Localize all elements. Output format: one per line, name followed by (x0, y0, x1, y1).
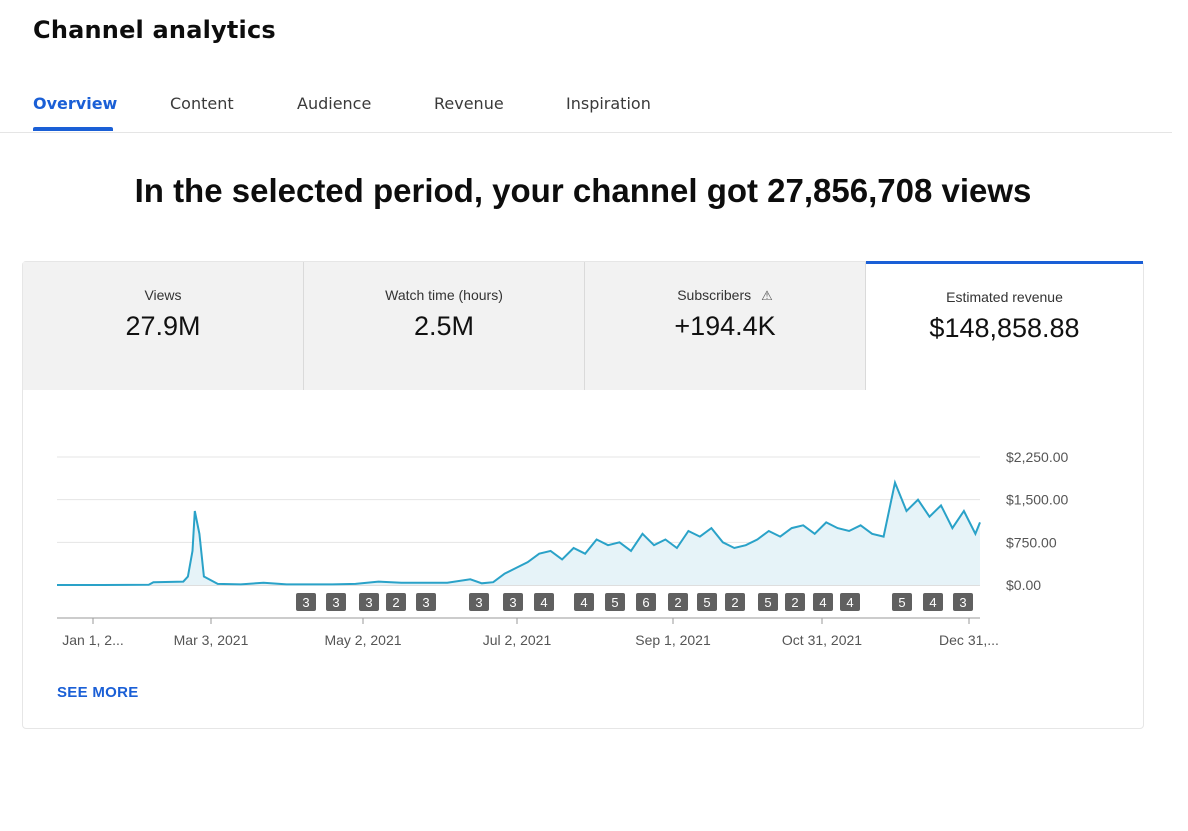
annotation-marker[interactable]: 5 (697, 593, 717, 611)
annotation-marker-label: 5 (764, 595, 771, 610)
annotation-marker[interactable]: 2 (668, 593, 688, 611)
x-tick-label: Mar 3, 2021 (174, 632, 249, 648)
annotation-marker[interactable]: 3 (359, 593, 379, 611)
annotation-marker-label: 5 (611, 595, 618, 610)
metric-value: 2.5M (413, 311, 475, 341)
annotation-marker[interactable]: 3 (503, 593, 523, 611)
warning-icon[interactable]: ⚠ (761, 288, 773, 303)
annotation-marker-label: 3 (475, 595, 482, 610)
y-tick-label: $1,500.00 (1006, 492, 1068, 508)
annotation-marker[interactable]: 5 (605, 593, 625, 611)
metric-label-text: Subscribers (677, 287, 752, 303)
metric-views[interactable]: Views 27.9M (23, 262, 304, 390)
annotation-marker[interactable]: 4 (923, 593, 943, 611)
annotation-marker[interactable]: 6 (636, 593, 656, 611)
tab-content[interactable]: Content (170, 94, 234, 113)
annotation-marker-label: 4 (929, 595, 936, 610)
annotation-marker[interactable]: 5 (892, 593, 912, 611)
annotation-marker[interactable]: 4 (813, 593, 833, 611)
annotation-marker[interactable]: 3 (416, 593, 436, 611)
metric-label: Estimated revenue (946, 289, 1063, 305)
metric-subscribers[interactable]: Subscribers ⚠ +194.4K (585, 262, 866, 390)
annotation-marker-label: 2 (674, 595, 681, 610)
chart-area-fill (57, 482, 980, 585)
x-tick-label: Oct 31, 2021 (782, 632, 862, 648)
annotation-marker-label: 3 (302, 595, 309, 610)
annotation-marker[interactable]: 5 (758, 593, 778, 611)
annotation-marker-label: 4 (846, 595, 853, 610)
x-tick-label: Jul 2, 2021 (483, 632, 552, 648)
analytics-card: Views 27.9M Watch time (hours) 2.5M Subs… (22, 261, 1144, 729)
annotation-marker[interactable]: 4 (574, 593, 594, 611)
annotation-marker-label: 4 (580, 595, 587, 610)
y-tick-label: $2,250.00 (1006, 449, 1068, 465)
annotation-marker[interactable]: 3 (326, 593, 346, 611)
x-tick-label: Jan 1, 2... (62, 632, 123, 648)
y-tick-label: $0.00 (1006, 577, 1041, 593)
annotation-marker-label: 6 (642, 595, 649, 610)
annotation-marker[interactable]: 3 (469, 593, 489, 611)
annotation-marker-label: 3 (422, 595, 429, 610)
active-tab-indicator (33, 127, 113, 131)
annotation-marker[interactable]: 4 (534, 593, 554, 611)
annotation-marker-label: 4 (540, 595, 547, 610)
summary-headline: In the selected period, your channel got… (134, 172, 1032, 209)
x-tick-label: Sep 1, 2021 (635, 632, 711, 648)
annotation-marker[interactable]: 2 (725, 593, 745, 611)
annotation-marker-label: 4 (819, 595, 826, 610)
y-tick-label: $750.00 (1006, 534, 1057, 550)
tab-overview[interactable]: Overview (33, 94, 118, 113)
chart-series-line[interactable] (57, 479, 981, 586)
annotation-marker[interactable]: 3 (953, 593, 973, 611)
annotation-marker[interactable]: 2 (386, 593, 406, 611)
metric-value: 27.9M (125, 311, 201, 341)
metric-label: Subscribers ⚠ (585, 287, 865, 304)
revenue-chart: 3 3 3 2 3 3 3 4 4 5 6 2 5 2 5 2 4 4 5 4 3 Jan 1, 2... Mar 3, … (57, 449, 1068, 648)
x-tick-label: May 2, 2021 (324, 632, 401, 648)
metric-value: +194.4K (674, 311, 776, 341)
annotation-marker-label: 3 (959, 595, 966, 610)
annotation-marker-label: 5 (703, 595, 710, 610)
page-title: Channel analytics (33, 16, 276, 44)
annotation-marker-label: 3 (509, 595, 516, 610)
metric-watch-time[interactable]: Watch time (hours) 2.5M (304, 262, 585, 390)
annotation-marker[interactable]: 4 (840, 593, 860, 611)
annotation-marker-label: 2 (791, 595, 798, 610)
annotation-marker-label: 2 (392, 595, 399, 610)
metric-value: $148,858.88 (929, 313, 1080, 343)
annotation-marker-label: 3 (365, 595, 372, 610)
tab-inspiration[interactable]: Inspiration (566, 94, 651, 113)
tab-revenue[interactable]: Revenue (434, 94, 504, 113)
x-tick-label: Dec 31,... (939, 632, 999, 648)
annotation-marker[interactable]: 2 (785, 593, 805, 611)
metric-estimated-revenue[interactable]: Estimated revenue $148,858.88 (866, 261, 1143, 393)
tab-audience[interactable]: Audience (297, 94, 372, 113)
annotation-marker[interactable]: 3 (296, 593, 316, 611)
annotation-marker-label: 5 (898, 595, 905, 610)
metric-label: Views (144, 287, 182, 303)
see-more-link[interactable]: SEE MORE (57, 684, 139, 701)
annotation-marker-label: 3 (332, 595, 339, 610)
tab-bar: Overview Content Audience Revenue Inspir… (0, 80, 1172, 133)
metric-label: Watch time (hours) (385, 287, 503, 303)
annotation-marker-label: 2 (731, 595, 738, 610)
